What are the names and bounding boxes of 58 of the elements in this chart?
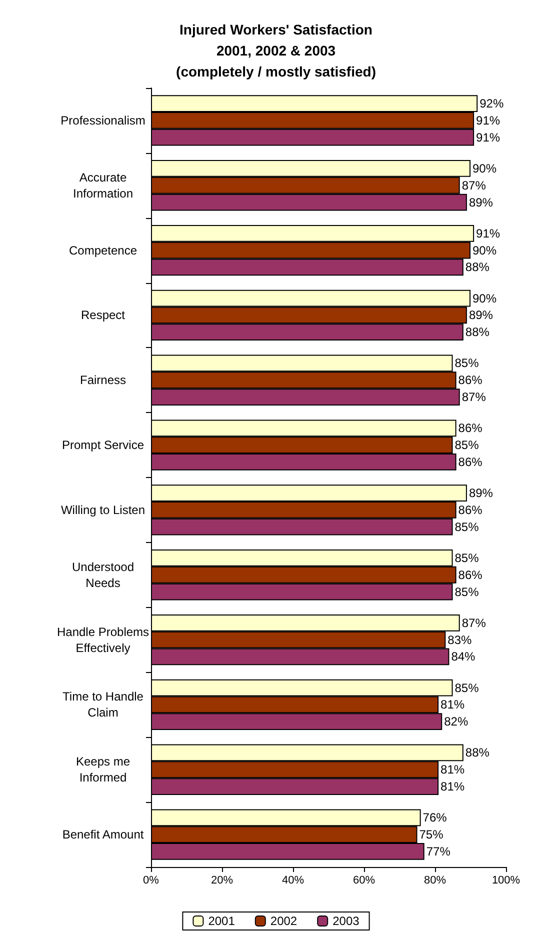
y-tick-label: Prompt Service bbox=[62, 438, 144, 452]
y-tick-label: Handle Problems Effectively bbox=[56, 624, 150, 655]
data-label: 86% bbox=[458, 454, 483, 469]
data-label: 87% bbox=[462, 616, 486, 630]
data-label: 91% bbox=[476, 130, 500, 144]
data-label: 86% bbox=[458, 373, 483, 388]
data-label: 86% bbox=[458, 502, 483, 517]
data-label: 89% bbox=[468, 308, 494, 322]
legend-label: 2001 bbox=[208, 914, 236, 928]
y-tick-label: Respect bbox=[80, 308, 126, 322]
data-label: 92% bbox=[480, 96, 504, 111]
chart-title: Injured Workers' Satisfaction 2001, 2002 & 2003 (completely / mostly satisfied) bbox=[176, 22, 376, 80]
data-label: 89% bbox=[468, 486, 494, 500]
data-label: 90% bbox=[472, 291, 497, 306]
y-tick-label: Fairness bbox=[80, 373, 126, 388]
data-label: 91% bbox=[476, 113, 500, 128]
data-label: 85% bbox=[454, 550, 480, 565]
data-label: 85% bbox=[454, 356, 480, 370]
data-label: 85% bbox=[454, 680, 480, 695]
y-tick-label: Benefit Amount bbox=[62, 828, 144, 842]
x-tick-label: 20% bbox=[210, 874, 234, 886]
x-tick-label: 0% bbox=[143, 874, 160, 886]
data-label: 91% bbox=[476, 226, 500, 240]
legend-label: 2003 bbox=[332, 914, 360, 928]
data-label: 84% bbox=[451, 650, 476, 664]
y-tick-label: Time to Handle Claim bbox=[62, 690, 144, 720]
data-label: 81% bbox=[440, 780, 465, 794]
data-label: 85% bbox=[454, 584, 480, 599]
x-tick-label: 60% bbox=[352, 874, 376, 886]
y-tick-label: Accurate Information bbox=[72, 170, 134, 200]
data-label: 89% bbox=[468, 195, 494, 210]
data-label: 77% bbox=[426, 844, 451, 858]
data-label: 81% bbox=[440, 762, 465, 777]
x-tick-label: 40% bbox=[282, 874, 304, 886]
data-label: 85% bbox=[454, 520, 480, 534]
y-tick-label: Professionalism bbox=[60, 113, 146, 128]
legend-label: 2002 bbox=[270, 914, 298, 928]
data-label: 88% bbox=[465, 746, 490, 760]
data-label: 86% bbox=[458, 421, 483, 436]
data-label: 86% bbox=[458, 568, 483, 582]
data-label: 83% bbox=[448, 632, 472, 647]
data-label: 87% bbox=[462, 390, 486, 404]
data-label: 88% bbox=[465, 325, 490, 340]
data-label: 85% bbox=[454, 438, 480, 452]
data-label: 88% bbox=[465, 260, 490, 274]
y-tick-label: Competence bbox=[68, 243, 138, 258]
data-label: 90% bbox=[472, 161, 497, 176]
x-tick-label: 100% bbox=[492, 874, 520, 886]
data-label: 76% bbox=[422, 810, 448, 825]
y-tick-label: Willing to Listen bbox=[60, 502, 146, 517]
y-tick-label: Keeps me Informed bbox=[76, 754, 130, 785]
data-label: 75% bbox=[419, 828, 444, 842]
x-tick-label: 80% bbox=[424, 874, 446, 886]
data-label: 81% bbox=[440, 698, 465, 712]
data-label: 90% bbox=[472, 243, 497, 258]
y-tick-label: Understood Needs bbox=[72, 560, 134, 590]
data-label: 87% bbox=[462, 178, 486, 192]
data-label: 82% bbox=[444, 714, 468, 729]
